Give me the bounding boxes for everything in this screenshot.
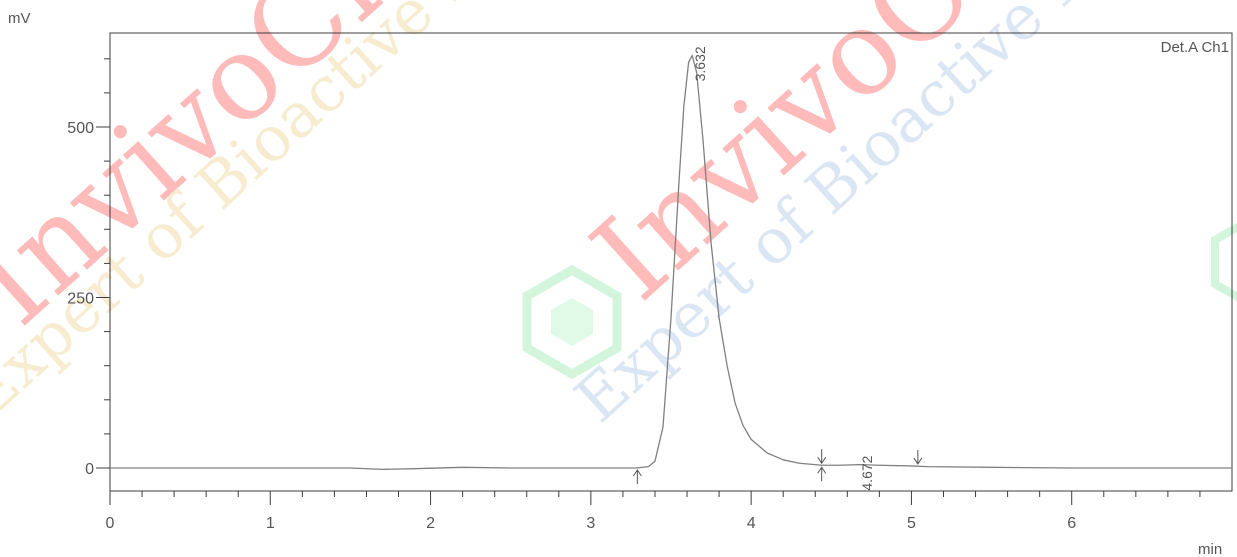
series-line bbox=[110, 54, 1232, 471]
watermark-logo-icon-right bbox=[1211, 222, 1237, 302]
x-tick-label: 0 bbox=[106, 515, 115, 532]
y-tick-label: 0 bbox=[85, 461, 94, 478]
watermark: InvivoChem InvivoChem Expert of Bioactiv… bbox=[0, 0, 1237, 436]
y-axis-unit: mV bbox=[8, 10, 31, 27]
y-tick-label: 250 bbox=[67, 291, 94, 308]
peak-rt-label: 3.632 bbox=[692, 46, 708, 81]
x-axis-unit: min bbox=[1198, 541, 1222, 557]
plot-frame bbox=[109, 32, 1233, 492]
peak-rt-label: 4.672 bbox=[859, 455, 875, 490]
x-tick-label: 3 bbox=[586, 515, 595, 532]
x-tick-label: 5 bbox=[907, 515, 916, 532]
integration-arrow bbox=[632, 469, 642, 484]
detector-label: Det.A Ch1 bbox=[1161, 39, 1229, 56]
x-tick-label: 4 bbox=[747, 515, 756, 532]
watermark-logo-icon bbox=[522, 264, 622, 380]
integration-arrow bbox=[817, 466, 827, 482]
integration-arrow bbox=[913, 449, 923, 465]
x-tick-label: 1 bbox=[266, 515, 275, 532]
axes: 0 1 2 3 4 5 6 0 250 500 bbox=[67, 58, 1201, 532]
integration-arrow bbox=[817, 449, 827, 465]
x-tick-label: 6 bbox=[1067, 515, 1076, 532]
integration-marks bbox=[632, 449, 923, 484]
x-tick-label: 2 bbox=[426, 515, 435, 532]
series-layer bbox=[110, 54, 1232, 471]
peak-labels: 3.632 4.672 bbox=[692, 46, 875, 490]
y-tick-label: 500 bbox=[67, 120, 94, 137]
